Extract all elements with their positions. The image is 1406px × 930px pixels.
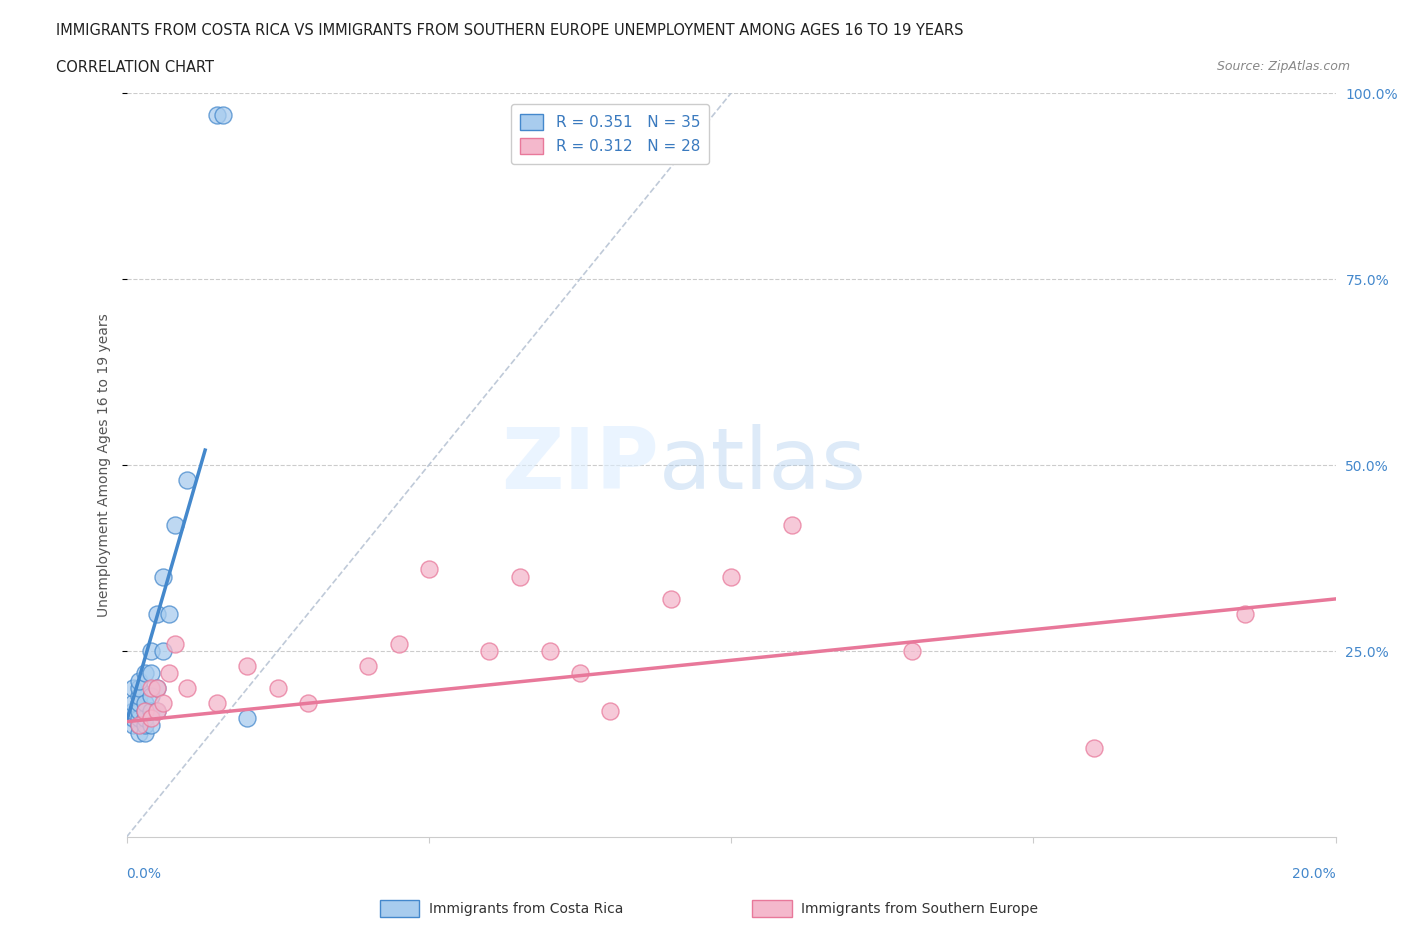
Point (157, 606, 180, 621)
Point (157, 666, 180, 681)
Point (418, 562, 440, 577)
Point (478, 644, 501, 658)
Point (128, 718, 150, 733)
Point (128, 703, 150, 718)
Point (134, 666, 156, 681)
Text: atlas: atlas (658, 423, 866, 507)
Text: Immigrants from Costa Rica: Immigrants from Costa Rica (429, 901, 623, 916)
Point (205, 108, 228, 123)
Point (146, 703, 169, 718)
Text: 20.0%: 20.0% (1292, 867, 1336, 881)
Point (146, 606, 169, 621)
Point (128, 711, 150, 725)
Point (146, 703, 169, 718)
Point (134, 718, 156, 733)
Point (901, 644, 924, 658)
Point (163, 636, 186, 651)
Point (152, 696, 174, 711)
Point (236, 658, 259, 673)
Point (176, 472, 198, 487)
Point (236, 711, 259, 725)
Point (139, 666, 162, 681)
Point (568, 666, 592, 681)
Point (128, 718, 150, 733)
Point (121, 703, 143, 718)
Y-axis label: Unemployment Among Ages 16 to 19 years: Unemployment Among Ages 16 to 19 years (97, 313, 111, 617)
Point (139, 644, 162, 658)
Point (599, 703, 621, 718)
Point (139, 711, 162, 725)
Point (388, 636, 411, 651)
Point (134, 725, 156, 740)
Point (176, 681, 198, 696)
Point (205, 696, 228, 711)
Point (128, 696, 150, 711)
Point (1234, 606, 1257, 621)
Point (128, 688, 150, 703)
Point (121, 681, 143, 696)
Point (139, 681, 162, 696)
Point (139, 703, 162, 718)
Point (121, 718, 143, 733)
Point (128, 725, 150, 740)
Point (1083, 740, 1105, 755)
Point (357, 658, 380, 673)
Text: ZIP: ZIP (501, 423, 658, 507)
Point (134, 711, 156, 725)
Text: Source: ZipAtlas.com: Source: ZipAtlas.com (1216, 60, 1350, 73)
Point (780, 517, 803, 532)
Point (212, 108, 235, 123)
Point (146, 681, 169, 696)
Point (121, 711, 143, 725)
Point (509, 569, 531, 584)
Point (128, 681, 150, 696)
Point (121, 696, 143, 711)
Point (139, 718, 162, 733)
Point (163, 517, 186, 532)
Point (297, 696, 319, 711)
Point (659, 591, 682, 606)
Point (139, 688, 162, 703)
Point (720, 569, 742, 584)
Point (152, 569, 174, 584)
Text: CORRELATION CHART: CORRELATION CHART (56, 60, 214, 75)
Text: IMMIGRANTS FROM COSTA RICA VS IMMIGRANTS FROM SOUTHERN EUROPE UNEMPLOYMENT AMONG: IMMIGRANTS FROM COSTA RICA VS IMMIGRANTS… (56, 23, 963, 38)
Point (134, 696, 156, 711)
Text: Immigrants from Southern Europe: Immigrants from Southern Europe (801, 901, 1039, 916)
Legend: R = 0.351   N = 35, R = 0.312   N = 28: R = 0.351 N = 35, R = 0.312 N = 28 (512, 104, 709, 164)
Point (538, 644, 561, 658)
Point (146, 681, 169, 696)
Point (134, 703, 156, 718)
Point (128, 673, 150, 688)
Point (152, 644, 174, 658)
Point (267, 681, 290, 696)
Point (134, 703, 156, 718)
Text: 0.0%: 0.0% (127, 867, 162, 881)
